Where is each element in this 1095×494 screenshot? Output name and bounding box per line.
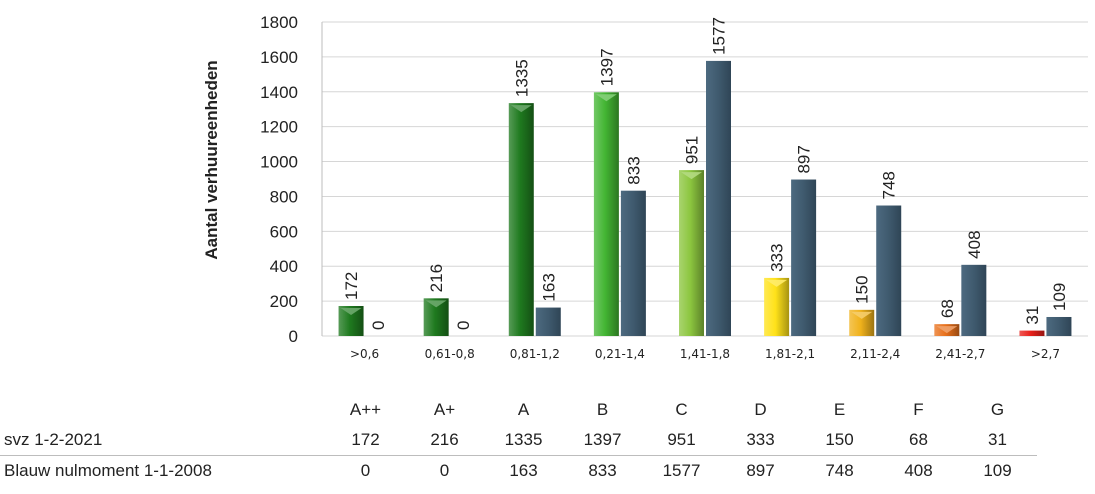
energy-label-cell: A+ (433, 400, 456, 419)
data-table: A++ A+ A B C D E F G svz 1-2-2021 172 21… (0, 395, 1037, 486)
energy-label-cell: B (596, 400, 609, 419)
data-label: 68 (938, 299, 957, 318)
bar-svz (593, 92, 619, 336)
table-corner (0, 395, 326, 425)
data-label: 951 (683, 136, 702, 164)
bar-highlight (851, 311, 873, 319)
data-label: 833 (624, 156, 643, 184)
row-label: svz 1-2-2021 (4, 430, 103, 449)
energy-label-cell: F (913, 400, 924, 419)
category-label: 0,61-0,8 (425, 347, 475, 361)
data-label: 109 (1050, 283, 1069, 311)
data-label: 216 (427, 264, 446, 292)
category-labels: >0,6 0,61-0,8 0,81-1,2 0,21-1,4 1,41-1,8 1,81… (350, 347, 1060, 361)
data-label: 897 (795, 145, 814, 173)
category-label: 1,81-2,1 (765, 347, 815, 361)
energy-label-cell: C (675, 400, 688, 419)
data-label: 1335 (512, 59, 531, 97)
bars (338, 60, 1072, 336)
category-label: 0,81-1,2 (510, 347, 560, 361)
bar-blauw (876, 205, 902, 336)
bar-highlight (681, 172, 702, 180)
category-label: >0,6 (350, 347, 379, 361)
y-tick-label: 0 (289, 327, 298, 346)
category-label: 2,41-2,7 (935, 347, 985, 361)
bar-chart: 0 200 400 600 800 1000 1200 1400 1600 1800 172 0 21… (202, 13, 1088, 361)
table-cell: 0 (405, 455, 484, 486)
table-cell: 408 (879, 455, 958, 486)
y-tick-label: 1200 (260, 118, 298, 137)
table-cell: 68 (909, 430, 928, 449)
table-cell: 216 (430, 430, 459, 449)
y-tick-label: 1000 (260, 153, 298, 172)
bar-blauw (791, 179, 817, 336)
data-label: 31 (1023, 306, 1042, 325)
table-cell: 163 (484, 455, 563, 486)
table-header-row: A++ A+ A B C D E F G (0, 395, 1037, 425)
table-cell: 172 (351, 430, 380, 449)
data-label: 0 (454, 321, 473, 330)
energy-label-cell: D (754, 400, 767, 419)
table-cell: 150 (825, 430, 854, 449)
category-label: 2,11-2,4 (850, 347, 900, 361)
energy-label-cell: G (990, 400, 1005, 419)
table-cell: 109 (958, 455, 1037, 486)
bar-highlight (340, 307, 362, 315)
bar-blauw (961, 264, 987, 336)
table-cell: 1397 (583, 430, 622, 449)
bar-svz (508, 103, 534, 336)
data-label: 333 (768, 244, 787, 272)
bar-blauw (620, 190, 646, 336)
bar-highlight (595, 94, 617, 102)
bar-blauw (1046, 316, 1072, 336)
energy-label-cell: A (517, 400, 530, 419)
bar-svz (679, 170, 704, 336)
data-label: 1397 (597, 48, 616, 86)
table-cell: 833 (563, 455, 642, 486)
data-label: 150 (853, 275, 872, 303)
y-tick-label: 1600 (260, 48, 298, 67)
table-row: svz 1-2-2021 172 216 1335 1397 951 333 1… (0, 425, 1037, 456)
table-cell: 748 (800, 455, 879, 486)
table-cell: 31 (988, 430, 1007, 449)
y-tick-label: 800 (270, 187, 298, 206)
table-cell: 1577 (642, 455, 721, 486)
table-cell: 951 (667, 430, 696, 449)
data-label: 172 (342, 272, 361, 300)
gridlines (321, 21, 1088, 337)
bar-blauw (535, 307, 561, 336)
y-tick-label: 1400 (260, 83, 298, 102)
y-axis-label: Aantal verhuureenheden (202, 60, 221, 259)
table-row: Blauw nulmoment 1-1-2008 0 0 163 833 157… (0, 455, 1037, 486)
energy-label-cell: A++ (349, 400, 382, 419)
bar-highlight (936, 326, 958, 334)
table-cell: 0 (326, 455, 405, 486)
row-label: Blauw nulmoment 1-1-2008 (0, 455, 326, 486)
table-cell: 333 (746, 430, 775, 449)
bar-svz (1019, 330, 1045, 336)
category-label: 0,21-1,4 (595, 347, 645, 361)
bar-svz (764, 277, 790, 336)
data-label: 163 (539, 273, 558, 301)
bar-highlight (766, 279, 788, 287)
y-tick-label: 1800 (260, 13, 298, 32)
table-cell: 897 (721, 455, 800, 486)
table-cell: 1335 (504, 430, 543, 449)
data-labels: 172 0 216 0 1335 163 1397 833 951 1577 333 897 150 74… (342, 17, 1069, 330)
data-label: 1577 (710, 17, 729, 55)
category-label: >2,7 (1031, 347, 1060, 361)
bar-blauw (706, 60, 731, 336)
y-tick-label: 600 (270, 222, 298, 241)
category-label: 1,41-1,8 (680, 347, 730, 361)
y-axis-ticks: 0 200 400 600 800 1000 1200 1400 1600 1800 (260, 13, 298, 346)
data-label: 748 (880, 171, 899, 199)
data-label: 0 (369, 321, 388, 330)
y-tick-label: 200 (270, 292, 298, 311)
energy-label-cell: E (833, 400, 846, 419)
bar-highlight (510, 105, 532, 113)
bar-highlight (425, 300, 447, 308)
data-label: 408 (965, 230, 984, 258)
y-tick-label: 400 (270, 257, 298, 276)
